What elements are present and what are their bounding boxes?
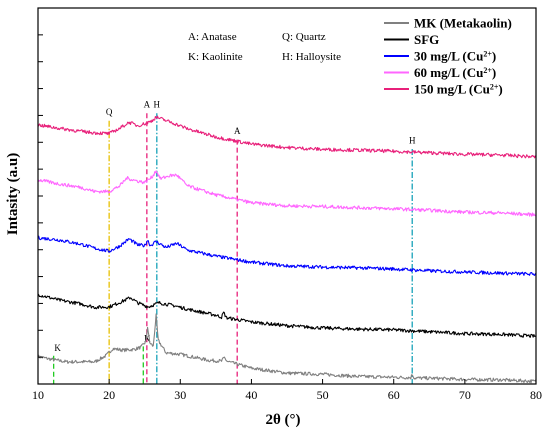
series-lines — [37, 115, 537, 384]
peak-label: H — [409, 135, 416, 145]
x-tick-label: 20 — [103, 388, 115, 402]
peak-label: H — [154, 100, 161, 110]
phase-key-entry: H: Halloysite — [282, 51, 341, 63]
legend-label: MK (Metakaolin) — [414, 16, 512, 31]
legend-label: 30 mg/L (Cu2+) — [414, 49, 496, 64]
legend-label: 150 mg/L (Cu2+) — [414, 82, 503, 97]
series-line — [37, 115, 537, 159]
x-tick-label: 50 — [317, 388, 329, 402]
x-axis-label: 2θ (°) — [265, 412, 300, 428]
x-tick-label: 10 — [32, 388, 44, 402]
peak-label: K — [144, 334, 151, 344]
series-line — [37, 170, 537, 217]
phase-key: A: Anatase Q: Quartz K: Kaolinite H: Halloy… — [188, 31, 341, 63]
phase-key-entry: K: Kaolinite — [188, 51, 243, 63]
phase-key-entry: Q: Quartz — [282, 31, 326, 43]
x-tick-label: 40 — [245, 388, 257, 402]
x-tick-label: 80 — [530, 388, 542, 402]
legend: MK (Metakaolin)SFG 30 mg/L (Cu2+)60 mg/L … — [384, 16, 512, 97]
x-tick-label: 70 — [459, 388, 471, 402]
y-axis-label: Intasity (a.u) — [5, 153, 21, 236]
x-tick-label: 30 — [174, 388, 186, 402]
legend-label: SFG — [414, 32, 439, 47]
axes: 10 20 30 40 50 60 70 80 — [32, 7, 542, 402]
peak-label: K — [54, 343, 61, 353]
series-line — [37, 293, 537, 338]
series-line — [37, 235, 537, 276]
peak-label: Q — [106, 107, 113, 117]
legend-label: 60 mg/L (Cu2+) — [414, 65, 496, 80]
series-line — [37, 313, 537, 384]
peak-label: A — [144, 100, 151, 110]
x-tick-label: 60 — [388, 388, 400, 402]
peak-label: A — [234, 126, 241, 136]
phase-key-entry: A: Anatase — [188, 31, 237, 43]
